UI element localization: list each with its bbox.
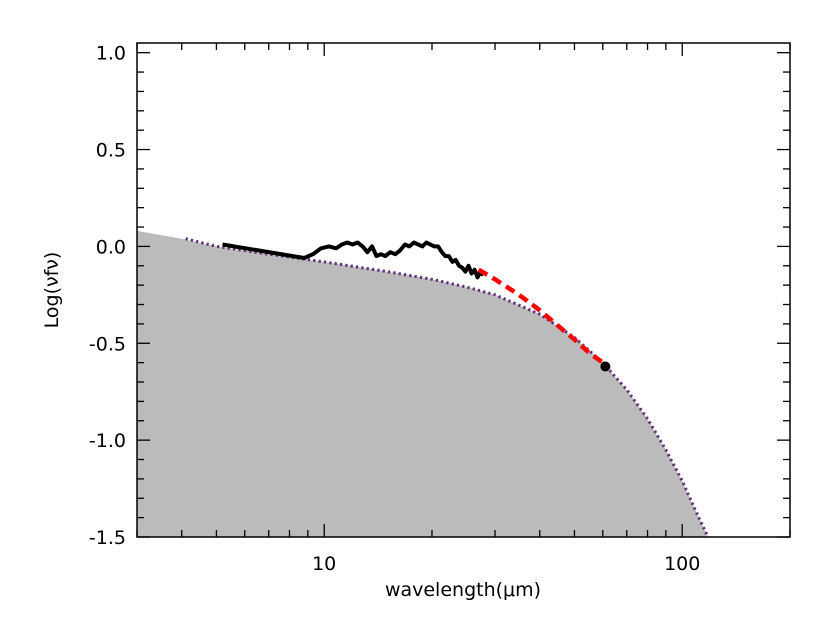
y-axis-title: Log(νfν) bbox=[41, 252, 63, 329]
x-tick-label: 10 bbox=[312, 553, 336, 575]
y-tick-label: -1.0 bbox=[89, 430, 126, 452]
y-tick-label: 1.0 bbox=[96, 43, 126, 65]
x-axis-title: wavelength(μm) bbox=[385, 579, 541, 601]
series-layer bbox=[137, 230, 723, 537]
dotted-model-line bbox=[185, 237, 710, 537]
y-tick-label: -0.5 bbox=[89, 333, 126, 355]
y-tick-label: 0.0 bbox=[96, 236, 126, 258]
plot-frame bbox=[136, 42, 791, 538]
x-tick-label: 100 bbox=[664, 553, 700, 575]
tick-labels: 10 100 1.0 0.5 0.0 -0.5 -1.0 -1.5 bbox=[89, 43, 700, 575]
data-point bbox=[600, 361, 611, 372]
plot-border bbox=[136, 42, 791, 538]
dashed-fit-line bbox=[477, 267, 605, 365]
y-tick-label: -1.5 bbox=[89, 527, 126, 549]
solid-spectrum-line bbox=[222, 240, 485, 280]
shaded-area-series bbox=[137, 230, 723, 537]
y-tick-label: 0.5 bbox=[96, 140, 126, 162]
